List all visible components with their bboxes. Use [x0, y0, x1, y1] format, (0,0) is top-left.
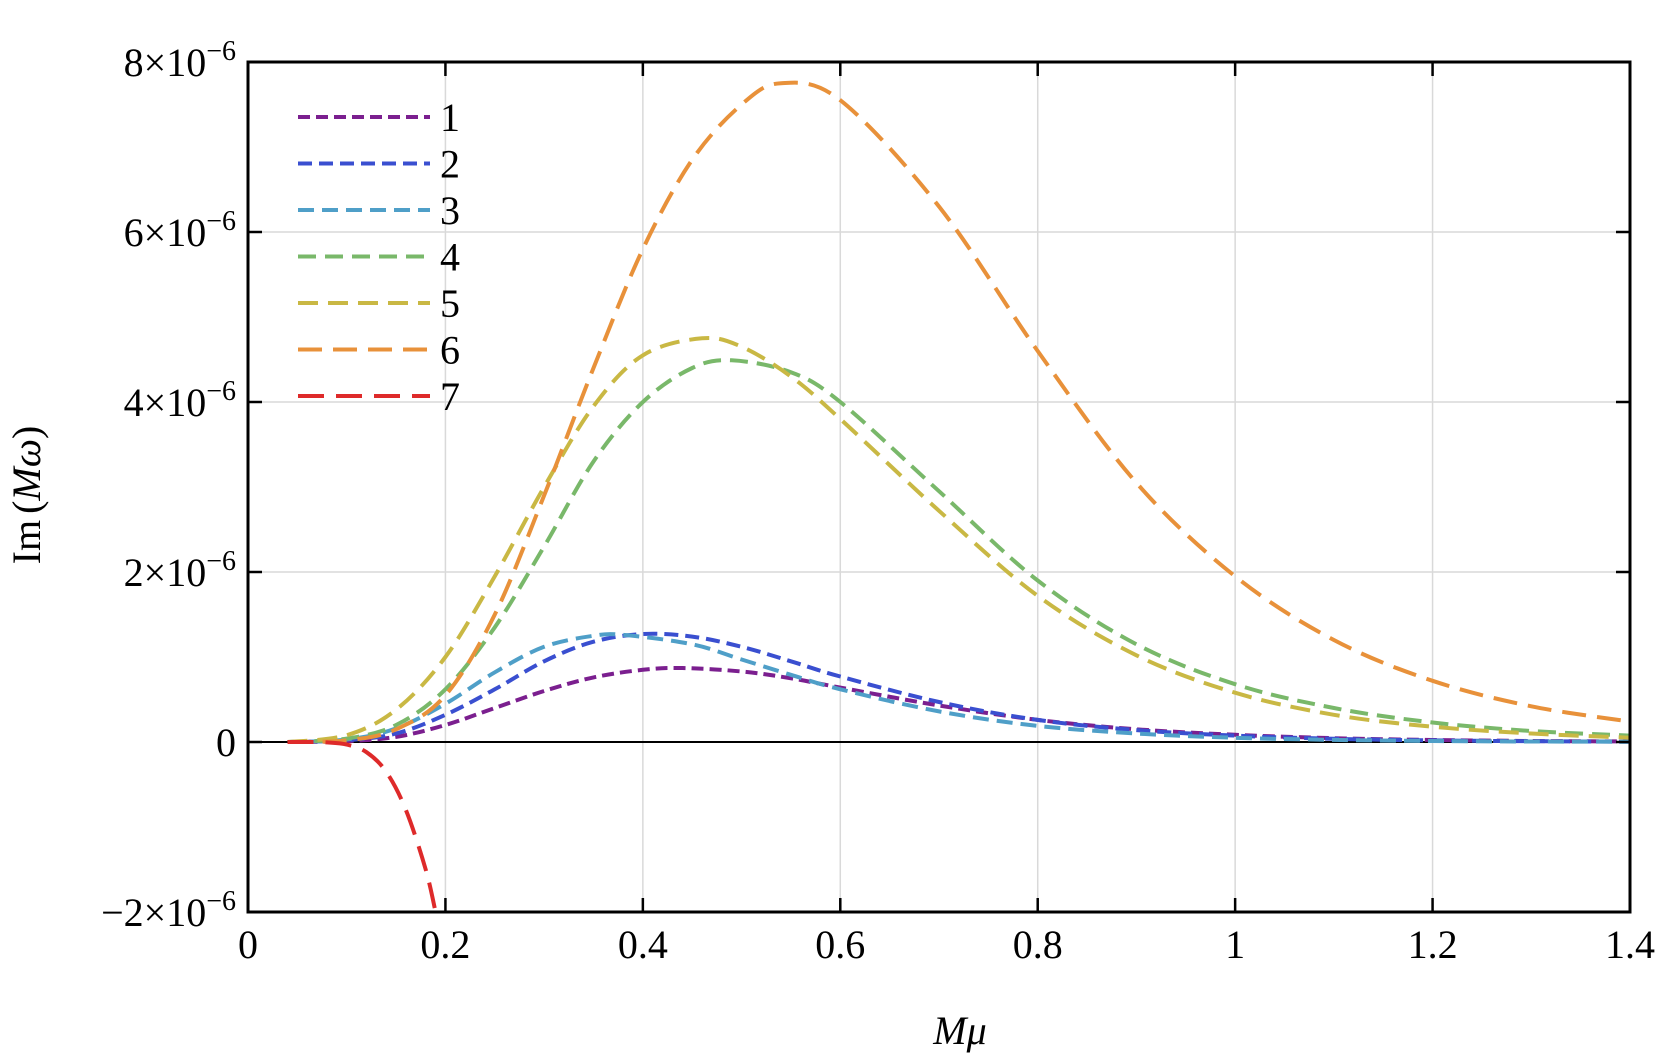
axis-ticks — [246, 60, 1632, 914]
y-tick-labels: −2×10−6 0 2×10−6 4×10−6 6×10−6 8×10−6 — [101, 36, 236, 935]
legend-label-5: 5 — [440, 281, 460, 326]
x-tick-label: 1.4 — [1605, 922, 1655, 967]
series-line-3 — [287, 632, 1631, 744]
grid-lines — [248, 62, 1630, 912]
y-tick-label: 0 — [216, 720, 236, 765]
series-lines — [287, 80, 1631, 913]
x-tick-labels: 0 0.2 0.4 0.6 0.8 1 1.2 1.4 — [238, 922, 1655, 967]
series-line-5 — [287, 335, 1631, 744]
y-axis-title-symbol: ω — [4, 439, 49, 467]
legend-label-7: 7 — [440, 374, 460, 419]
x-tick-label: 0.8 — [1013, 922, 1063, 967]
x-tick-label: 0 — [238, 922, 258, 967]
series-line-6 — [287, 80, 1631, 744]
y-axis-title-close: ) — [4, 426, 49, 439]
x-tick-label: 1.2 — [1408, 922, 1458, 967]
x-axis-title-main: M — [932, 1008, 969, 1053]
series-line-7 — [287, 739, 438, 913]
y-axis-title-main: M — [4, 465, 49, 502]
y-axis-title-open: ( — [4, 501, 49, 514]
y-tick-label: 2×10−6 — [124, 546, 236, 595]
series-line-4 — [287, 358, 1631, 744]
x-axis-title-symbol: μ — [966, 1008, 987, 1053]
legend-label-6: 6 — [440, 328, 460, 373]
legend-label-1: 1 — [440, 95, 460, 140]
y-tick-label: 8×10−6 — [124, 36, 236, 85]
plot-frame — [246, 60, 1632, 914]
y-tick-label: 4×10−6 — [124, 376, 236, 425]
legend-label-3: 3 — [440, 188, 460, 233]
x-tick-label: 0.2 — [420, 922, 470, 967]
y-tick-label: −2×10−6 — [101, 886, 236, 935]
x-tick-label: 0.6 — [815, 922, 865, 967]
x-axis-title: Mμ — [932, 1008, 986, 1053]
legend-label-2: 2 — [440, 142, 460, 187]
y-axis-title: Im (Mω) — [4, 426, 49, 565]
x-tick-label: 1 — [1225, 922, 1245, 967]
y-tick-label: 6×10−6 — [124, 206, 236, 255]
legend-label-4: 4 — [440, 235, 460, 280]
y-axis-title-prefix: Im — [4, 520, 49, 564]
x-tick-label: 0.4 — [618, 922, 668, 967]
